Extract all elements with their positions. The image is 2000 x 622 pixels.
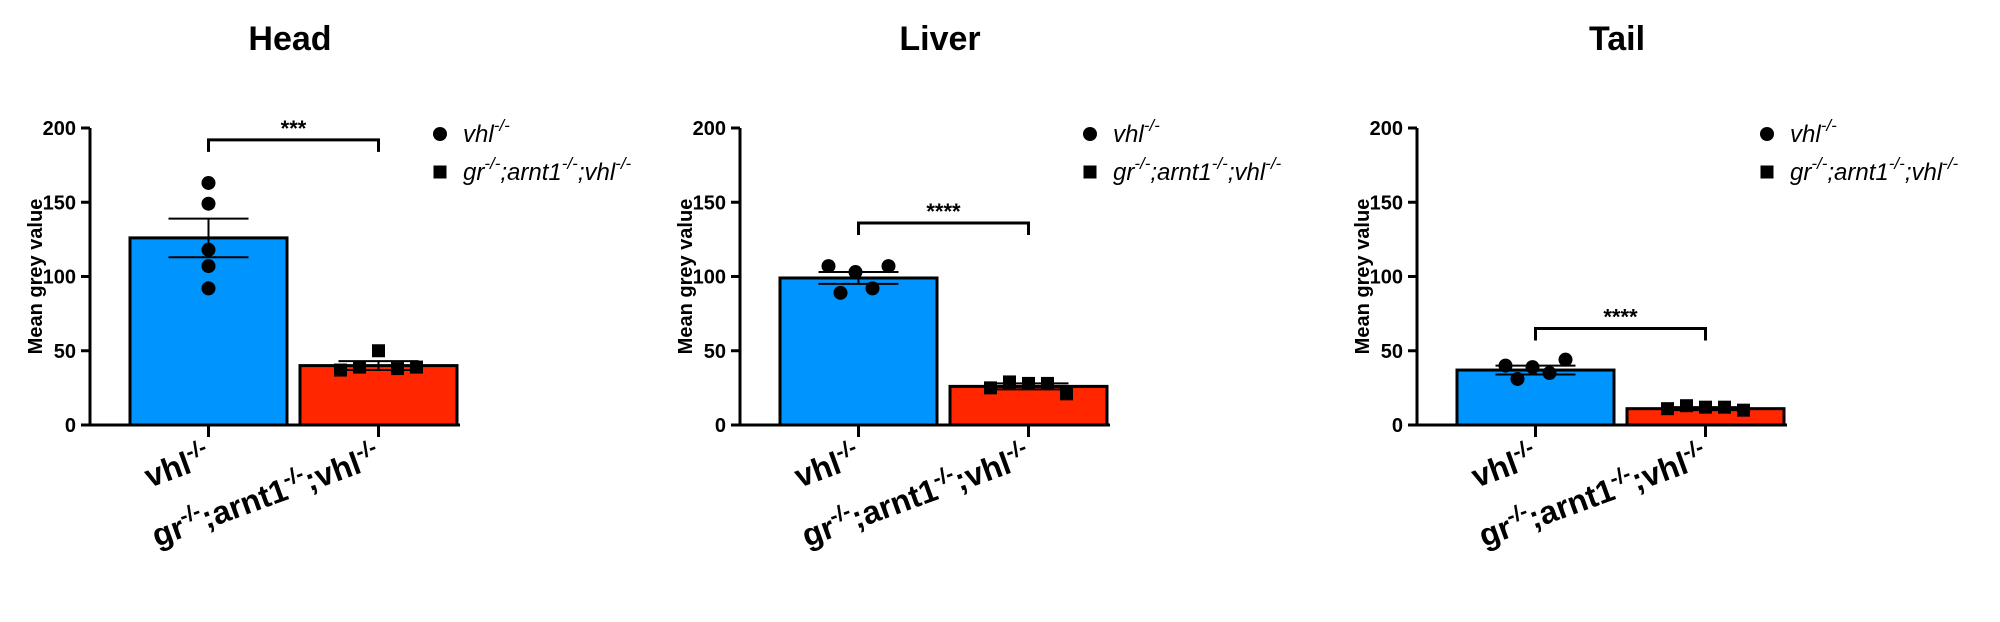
data-point-circle [201,242,216,257]
y-tick-label: 200 [43,118,76,140]
panel-tail: Tail Mean grey value 0 50 100 150 200 vhl-/- gr-… [1352,20,1959,554]
data-point-square [1022,376,1035,390]
bar-triple-mutant [298,364,459,427]
data-point-square [1699,400,1712,414]
data-point-circle [848,265,863,280]
data-point-square [353,360,366,374]
data-point-circle [1558,352,1573,367]
data-point-square [984,381,997,395]
legend-marker-circle [1083,127,1097,141]
data-point-circle [821,259,836,274]
significance-bracket [1534,326,1707,341]
chart-title: Liver [899,20,980,58]
chart-title: Head [248,20,331,58]
y-tick-label: 100 [693,267,726,289]
data-point-circle [201,281,216,296]
data-point-circle [865,281,880,296]
data-point-circle [1498,358,1513,373]
y-tick-label: 200 [693,118,726,140]
y-tick-label: 0 [715,415,726,437]
y-tick-label: 150 [1370,192,1403,214]
data-point-circle [1525,360,1540,375]
data-point-square [1718,400,1731,414]
legend-label-vhl: vhl-/- [463,116,510,148]
data-point-square [410,360,423,374]
y-tick-label: 200 [1370,118,1403,140]
legend-marker-circle [1760,127,1774,141]
data-point-circle [833,285,848,300]
y-tick-label: 50 [54,341,76,363]
legend-marker-square [433,165,447,179]
significance-stars: **** [926,199,961,224]
data-point-square [1003,375,1016,389]
data-point-square [1680,399,1693,413]
legend-label-vhl: vhl-/- [1790,116,1837,148]
y-tick-label: 150 [693,192,726,214]
bar-vhl [1455,368,1616,427]
data-point-square [1661,402,1674,416]
legend-marker-circle [433,127,447,141]
bar-triple-mutant [948,384,1109,427]
panel-head: Head Mean grey value 0 50 100 150 200 vhl-/- gr-… [25,20,632,554]
bar-vhl [778,276,939,427]
significance-stars: **** [1603,304,1638,329]
bar-vhl [128,236,289,427]
significance-stars: *** [281,116,307,141]
data-point-circle [1542,366,1557,381]
significance-bracket [857,221,1030,236]
y-tick-label: 0 [65,415,76,437]
legend-label-triple: gr-/-;arnt1-/-;vhl-/- [463,154,632,186]
y-tick-label: 50 [1381,341,1403,363]
legend-label-vhl: vhl-/- [1113,116,1160,148]
y-axis-label: Mean grey value [1352,199,1374,355]
data-point-circle [201,196,216,211]
data-point-square [334,363,347,377]
y-tick-label: 100 [43,267,76,289]
x-category-label: vhl-/- [138,434,215,495]
legend-label-triple: gr-/-;arnt1-/-;vhl-/- [1113,154,1282,186]
data-point-circle [1510,371,1525,386]
y-tick-label: 50 [704,341,726,363]
legend-label-triple: gr-/-;arnt1-/-;vhl-/- [1790,154,1959,186]
x-category-label: vhl-/- [788,434,865,495]
data-point-square [1737,403,1750,417]
legend-marker-square [1083,165,1097,179]
y-axis-label: Mean grey value [675,199,697,355]
data-point-circle [201,259,216,274]
data-point-square [1060,387,1073,401]
data-point-square [391,362,404,376]
y-axis-label: Mean grey value [25,199,47,355]
y-tick-label: 100 [1370,267,1403,289]
panel-liver: Liver Mean grey value 0 50 100 150 200 vhl-/- gr… [675,20,1282,554]
x-category-label: vhl-/- [1465,434,1542,495]
chart-title: Tail [1589,20,1645,58]
legend-marker-square [1760,165,1774,179]
data-point-square [1041,376,1054,390]
data-point-circle [881,259,896,274]
data-point-square [372,344,385,358]
data-point-circle [201,175,216,190]
significance-bracket [207,138,380,152]
y-tick-label: 150 [43,192,76,214]
y-tick-label: 0 [1392,415,1403,437]
